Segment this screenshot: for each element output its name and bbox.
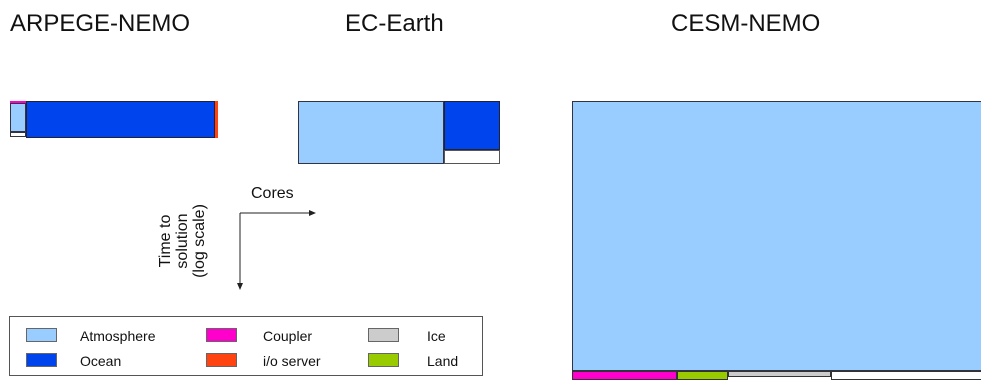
- arpege-io-server-block: [215, 101, 218, 138]
- y-axis-label: Time to solution (log scale): [157, 186, 208, 296]
- ecearth-white-block: [444, 150, 500, 164]
- cesm-coupler-block: [572, 371, 677, 380]
- legend-label-ocean: Ocean: [80, 353, 122, 369]
- title-arpege-nemo: ARPEGE-NEMO: [10, 10, 191, 37]
- y-axis-label-line3: (log scale): [191, 204, 208, 278]
- arpege-coupler-line: [10, 101, 26, 103]
- legend: Atmosphere Ocean Coupler i/o server Ice …: [9, 316, 483, 376]
- cesm-white-block: [831, 371, 981, 380]
- legend-swatch-ocean: [26, 353, 57, 367]
- y-axis-label-line2: solution: [174, 213, 191, 269]
- legend-swatch-io-server: [206, 353, 237, 367]
- title-ec-earth: EC-Earth: [345, 10, 444, 37]
- title-cesm-nemo: CESM-NEMO: [671, 10, 821, 37]
- ecearth-atmosphere-block: [298, 101, 444, 164]
- cesm-land-block: [677, 371, 728, 380]
- legend-label-io-server: i/o server: [263, 353, 321, 369]
- ecearth-ocean-block: [444, 101, 500, 150]
- cesm-ice-block: [728, 371, 831, 377]
- legend-label-atmosphere: Atmosphere: [80, 328, 156, 344]
- arpege-white-block: [10, 132, 26, 137]
- legend-swatch-land: [368, 353, 399, 367]
- legend-label-land: Land: [427, 353, 459, 369]
- x-axis-label: Cores: [251, 185, 294, 202]
- legend-swatch-ice: [368, 328, 399, 342]
- legend-swatch-coupler: [206, 328, 237, 342]
- legend-swatch-atmosphere: [26, 328, 57, 342]
- cesm-atmosphere-block: [572, 101, 981, 371]
- legend-label-coupler: Coupler: [263, 328, 313, 344]
- arpege-atmosphere-block: [10, 103, 26, 132]
- arpege-ocean-block: [26, 101, 215, 138]
- y-axis-label-line1: Time to: [157, 214, 174, 268]
- legend-label-ice: Ice: [427, 328, 446, 344]
